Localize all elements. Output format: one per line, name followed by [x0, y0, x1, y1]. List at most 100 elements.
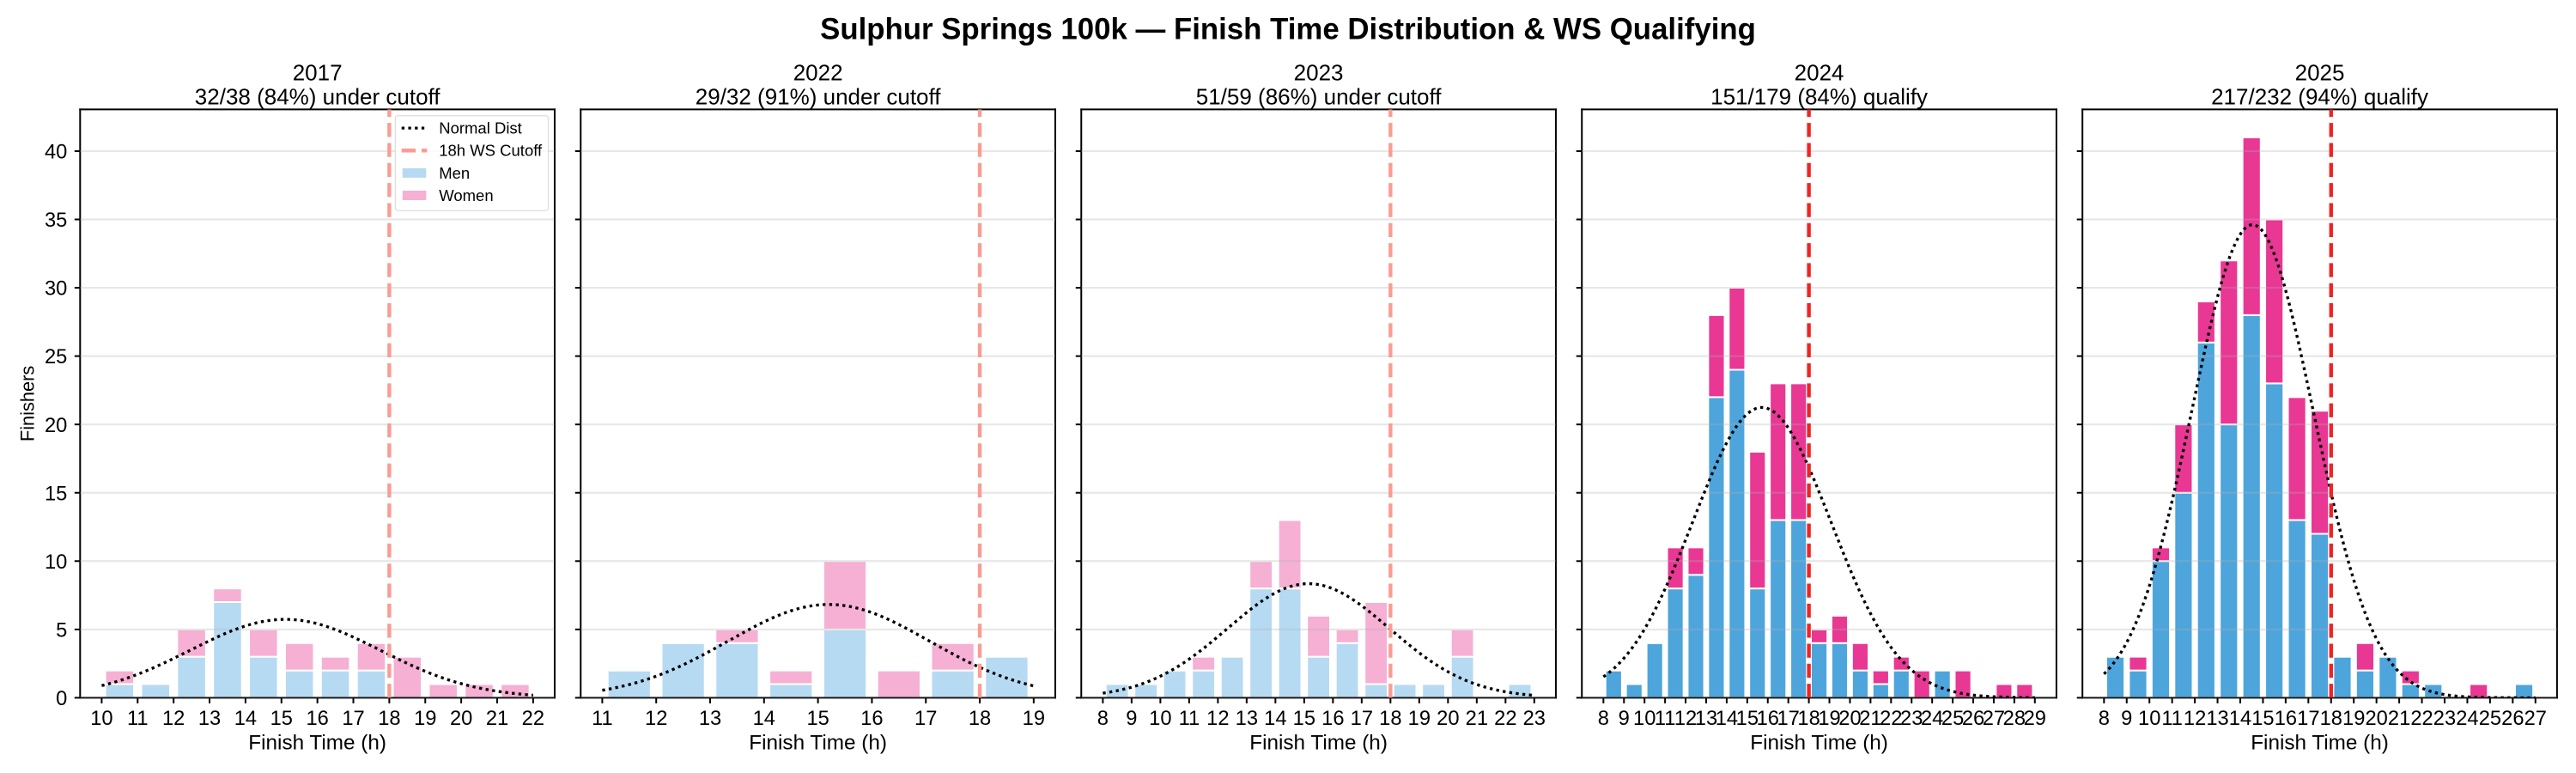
- svg-text:21: 21: [1466, 708, 1488, 730]
- svg-text:40: 40: [45, 142, 67, 164]
- svg-text:2023: 2023: [1294, 59, 1344, 85]
- svg-text:13: 13: [1695, 708, 1717, 730]
- svg-text:5: 5: [56, 619, 67, 642]
- svg-text:30: 30: [45, 278, 67, 301]
- svg-text:32/38 (84%) under cutoff: 32/38 (84%) under cutoff: [195, 83, 440, 109]
- svg-text:Normal Dist: Normal Dist: [439, 119, 522, 137]
- svg-text:18: 18: [2320, 708, 2342, 730]
- svg-text:26: 26: [1962, 708, 1984, 730]
- svg-text:11: 11: [127, 708, 149, 730]
- svg-text:20: 20: [1437, 708, 1459, 730]
- svg-text:16: 16: [1757, 708, 1779, 730]
- svg-text:12: 12: [1674, 708, 1697, 730]
- svg-text:17: 17: [914, 708, 937, 730]
- svg-text:8: 8: [1097, 708, 1109, 730]
- svg-text:18h WS Cutoff: 18h WS Cutoff: [439, 142, 543, 160]
- svg-text:15: 15: [45, 483, 67, 505]
- svg-text:15: 15: [2251, 708, 2274, 730]
- svg-text:Finishers: Finishers: [16, 366, 38, 442]
- svg-text:10: 10: [45, 551, 67, 574]
- svg-text:2017: 2017: [293, 59, 343, 85]
- svg-text:19: 19: [1818, 708, 1840, 730]
- svg-text:16: 16: [1321, 708, 1344, 730]
- svg-text:25: 25: [45, 346, 67, 368]
- svg-text:Women: Women: [439, 186, 493, 204]
- svg-text:8: 8: [2099, 708, 2110, 730]
- svg-text:23: 23: [1900, 708, 1923, 730]
- svg-text:28: 28: [2003, 708, 2026, 730]
- svg-text:2024: 2024: [1795, 59, 1844, 85]
- svg-text:51/59 (86%) under cutoff: 51/59 (86%) under cutoff: [1196, 83, 1442, 109]
- svg-text:9: 9: [2121, 708, 2132, 730]
- svg-text:8: 8: [1598, 708, 1609, 730]
- svg-text:25: 25: [2479, 708, 2501, 730]
- svg-text:12: 12: [645, 708, 667, 730]
- svg-text:24: 24: [1921, 708, 1943, 730]
- svg-text:11: 11: [1179, 708, 1200, 730]
- svg-text:Finish Time (h): Finish Time (h): [248, 732, 386, 755]
- svg-text:13: 13: [699, 708, 721, 730]
- svg-text:27: 27: [2524, 708, 2547, 730]
- svg-text:18: 18: [969, 708, 991, 730]
- svg-text:13: 13: [2206, 708, 2228, 730]
- svg-text:13: 13: [198, 708, 221, 730]
- svg-text:14: 14: [753, 708, 775, 730]
- svg-text:17: 17: [2297, 708, 2319, 730]
- svg-text:21: 21: [2388, 708, 2410, 730]
- svg-text:13: 13: [1236, 708, 1258, 730]
- svg-text:26: 26: [2501, 708, 2524, 730]
- svg-text:14: 14: [234, 708, 257, 730]
- svg-text:11: 11: [592, 708, 613, 730]
- svg-text:16: 16: [2275, 708, 2297, 730]
- svg-text:12: 12: [162, 708, 185, 730]
- svg-text:20: 20: [2365, 708, 2387, 730]
- svg-text:14: 14: [1264, 708, 1286, 730]
- svg-text:12: 12: [1206, 708, 1229, 730]
- svg-text:15: 15: [806, 708, 829, 730]
- svg-text:16: 16: [860, 708, 883, 730]
- svg-text:Finish Time (h): Finish Time (h): [749, 732, 887, 755]
- svg-text:10: 10: [90, 708, 112, 730]
- svg-text:2022: 2022: [793, 59, 843, 85]
- svg-text:22: 22: [1494, 708, 1516, 730]
- svg-text:11: 11: [1655, 708, 1676, 730]
- svg-text:27: 27: [1983, 708, 2005, 730]
- svg-text:10: 10: [2138, 708, 2160, 730]
- svg-text:18: 18: [1379, 708, 1401, 730]
- svg-text:14: 14: [2229, 708, 2251, 730]
- svg-text:15: 15: [1293, 708, 1315, 730]
- svg-text:18: 18: [378, 708, 400, 730]
- svg-text:16: 16: [306, 708, 328, 730]
- svg-text:19: 19: [1408, 708, 1431, 730]
- svg-text:17: 17: [342, 708, 364, 730]
- svg-text:29/32 (91%) under cutoff: 29/32 (91%) under cutoff: [696, 83, 941, 109]
- svg-text:Finish Time (h): Finish Time (h): [2251, 732, 2389, 755]
- svg-text:0: 0: [56, 688, 67, 710]
- svg-text:15: 15: [270, 708, 293, 730]
- svg-text:19: 19: [2342, 708, 2365, 730]
- svg-text:21: 21: [486, 708, 508, 730]
- svg-text:10: 10: [1149, 708, 1171, 730]
- svg-text:24: 24: [2456, 708, 2478, 730]
- svg-text:20: 20: [1838, 708, 1861, 730]
- svg-text:22: 22: [522, 708, 544, 730]
- svg-text:2025: 2025: [2295, 59, 2345, 85]
- svg-text:22: 22: [1880, 708, 1902, 730]
- svg-text:23: 23: [2433, 708, 2456, 730]
- svg-text:Finish Time (h): Finish Time (h): [1249, 732, 1388, 755]
- svg-text:Sulphur Springs 100k — Finish: Sulphur Springs 100k — Finish Time Distr…: [820, 12, 1756, 46]
- svg-text:14: 14: [1716, 708, 1738, 730]
- svg-text:217/232 (94%) qualify: 217/232 (94%) qualify: [2211, 83, 2428, 109]
- svg-text:20: 20: [450, 708, 472, 730]
- svg-text:22: 22: [2410, 708, 2433, 730]
- svg-text:17: 17: [1777, 708, 1800, 730]
- svg-text:15: 15: [1736, 708, 1759, 730]
- svg-text:12: 12: [2184, 708, 2206, 730]
- svg-text:Men: Men: [439, 164, 470, 182]
- svg-text:Finish Time (h): Finish Time (h): [1750, 732, 1888, 755]
- svg-text:11: 11: [2161, 708, 2183, 730]
- svg-text:17: 17: [1351, 708, 1373, 730]
- svg-text:29: 29: [2024, 708, 2046, 730]
- svg-text:151/179 (84%) qualify: 151/179 (84%) qualify: [1710, 83, 1928, 109]
- svg-text:20: 20: [45, 415, 67, 437]
